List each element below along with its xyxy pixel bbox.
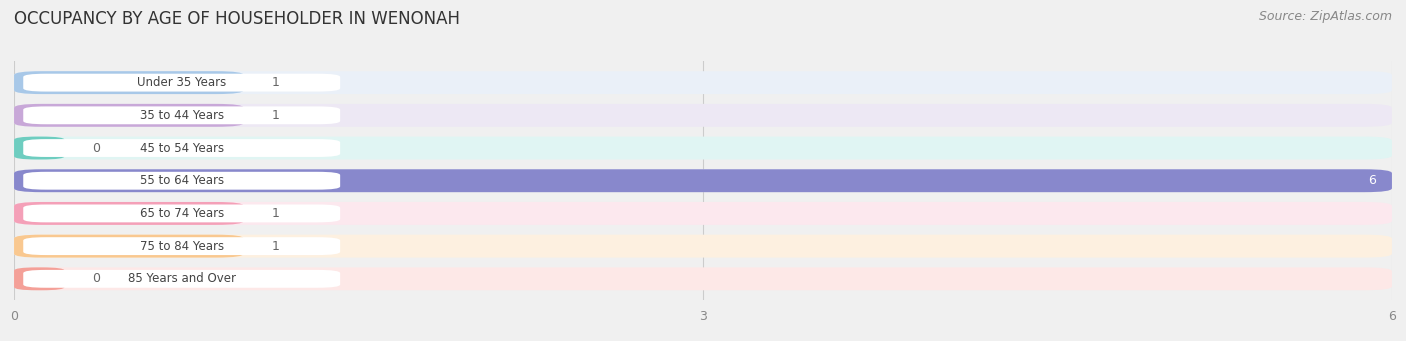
FancyBboxPatch shape [14,137,1392,160]
FancyBboxPatch shape [14,104,1392,127]
FancyBboxPatch shape [24,237,340,255]
Text: 1: 1 [271,76,280,89]
Text: Source: ZipAtlas.com: Source: ZipAtlas.com [1258,10,1392,23]
FancyBboxPatch shape [24,74,340,92]
Text: 0: 0 [93,142,100,154]
Text: 45 to 54 Years: 45 to 54 Years [139,142,224,154]
FancyBboxPatch shape [14,71,1392,94]
FancyBboxPatch shape [14,202,243,225]
FancyBboxPatch shape [14,104,243,127]
FancyBboxPatch shape [14,267,65,290]
FancyBboxPatch shape [14,235,1392,257]
FancyBboxPatch shape [14,202,1392,225]
FancyBboxPatch shape [14,169,1392,192]
Text: 1: 1 [271,207,280,220]
FancyBboxPatch shape [14,71,243,94]
FancyBboxPatch shape [14,137,65,160]
Text: 75 to 84 Years: 75 to 84 Years [139,240,224,253]
Text: 6: 6 [1368,174,1376,187]
FancyBboxPatch shape [14,267,1392,290]
FancyBboxPatch shape [24,139,340,157]
Text: 1: 1 [271,109,280,122]
FancyBboxPatch shape [24,172,340,190]
Text: OCCUPANCY BY AGE OF HOUSEHOLDER IN WENONAH: OCCUPANCY BY AGE OF HOUSEHOLDER IN WENON… [14,10,460,28]
Text: Under 35 Years: Under 35 Years [136,76,226,89]
Text: 1: 1 [271,240,280,253]
FancyBboxPatch shape [24,270,340,288]
Text: 85 Years and Over: 85 Years and Over [128,272,236,285]
Text: 55 to 64 Years: 55 to 64 Years [139,174,224,187]
FancyBboxPatch shape [14,169,1392,192]
FancyBboxPatch shape [14,235,243,257]
FancyBboxPatch shape [24,106,340,124]
Text: 35 to 44 Years: 35 to 44 Years [139,109,224,122]
Text: 65 to 74 Years: 65 to 74 Years [139,207,224,220]
Text: 0: 0 [93,272,100,285]
FancyBboxPatch shape [24,205,340,222]
